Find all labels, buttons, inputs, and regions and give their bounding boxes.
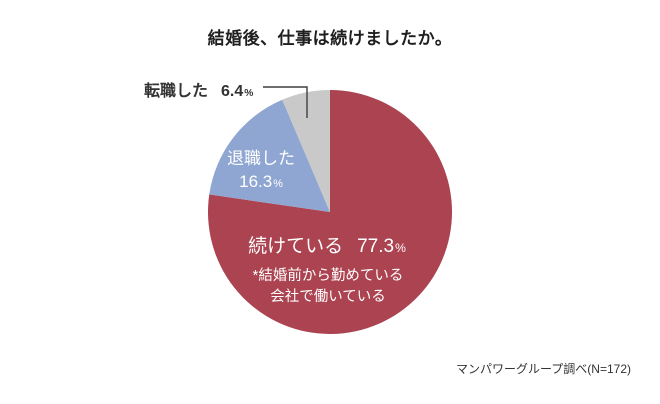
slice-value: 6.4 bbox=[221, 83, 244, 100]
percent-sign: % bbox=[244, 88, 254, 99]
slice-value-row: 16.3% bbox=[227, 170, 295, 196]
slice-label-changed-jobs: 転職した 6.4% bbox=[144, 77, 253, 101]
slice-annotation: *結婚前から勤めている 会社で働いている bbox=[253, 266, 404, 308]
annotation-line-2: 会社で働いている bbox=[270, 289, 386, 305]
annotation-line-1: *結婚前から勤めている bbox=[252, 268, 404, 284]
slice-name: 続けている bbox=[248, 236, 344, 257]
pie-slice-quit bbox=[209, 99, 330, 212]
percent-sign: % bbox=[273, 178, 283, 190]
chart-title: 結婚後、仕事は続けましたか。 bbox=[207, 29, 453, 48]
slice-name: 退職した bbox=[227, 149, 295, 168]
source-note: マンパワーグループ調べ(N=172) bbox=[456, 362, 631, 376]
slice-value: 77.3 bbox=[357, 236, 395, 257]
pie-slice-continuing bbox=[207, 90, 452, 334]
pie-slice-changed-jobs bbox=[282, 90, 330, 212]
percent-sign: % bbox=[395, 241, 406, 255]
slice-name: 転職した bbox=[144, 83, 209, 100]
slice-label-quit: 退職した 16.3% bbox=[227, 147, 295, 196]
slice-value: 16.3 bbox=[239, 172, 273, 191]
leader-line bbox=[263, 86, 308, 118]
slice-label-continuing: 続けている 77.3% bbox=[248, 231, 406, 258]
